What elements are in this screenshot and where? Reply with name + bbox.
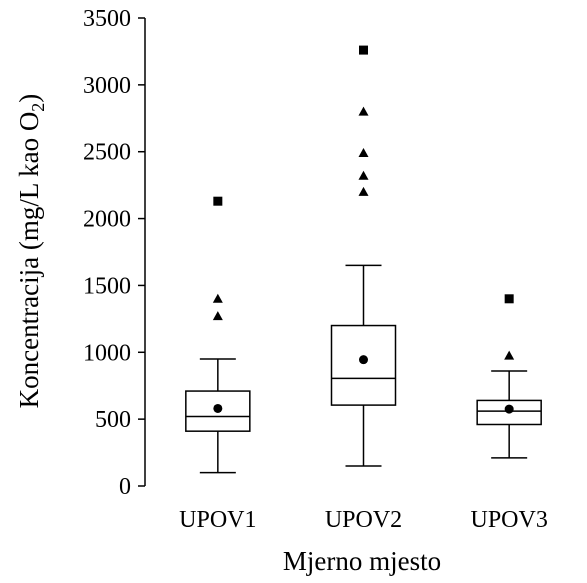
y-axis-title-suffix: ) [14, 94, 44, 103]
y-tick-label: 2000 [83, 207, 131, 233]
x-tick-label: UPOV3 [470, 507, 547, 533]
outlier-triangle [212, 311, 223, 321]
y-tick-label: 0 [119, 474, 131, 500]
extreme-square [213, 196, 223, 206]
box-upov1 [185, 196, 251, 474]
mean-marker [504, 404, 514, 414]
x-tick-label: UPOV2 [325, 507, 402, 533]
y-tick-label: 1500 [83, 273, 131, 299]
y-tick-label: 3000 [83, 73, 131, 99]
outlier-triangle [358, 106, 369, 116]
extreme-square [359, 45, 368, 55]
mean-marker [359, 355, 368, 365]
outlier-triangle [504, 350, 515, 360]
x-axis-title: Mjerno mjesto [283, 546, 441, 576]
y-tick-label: 500 [95, 407, 131, 433]
interquartile-box [330, 324, 397, 406]
y-tick-label: 1000 [83, 340, 131, 366]
outlier-triangle [358, 186, 369, 196]
box-plot-series [185, 45, 542, 474]
outlier-triangle [358, 148, 369, 158]
outlier-triangle [358, 170, 369, 180]
y-axis: 0 500 1000 1500 2000 2500 3000 3500 [83, 6, 146, 500]
x-axis: UPOV1 UPOV2 UPOV3 [179, 507, 548, 533]
mean-marker [213, 403, 223, 413]
box-upov3 [476, 294, 542, 459]
y-axis-title-main: Koncentracija (mg/L kao O [14, 112, 44, 409]
y-axis-title-subscript: 2 [28, 103, 48, 112]
y-tick-label: 3500 [83, 6, 131, 32]
extreme-square [504, 294, 514, 304]
outlier-triangle [212, 293, 223, 303]
box-upov2 [330, 45, 397, 467]
y-axis-title: Koncentracija (mg/L kao O2) [14, 94, 48, 409]
x-tick-label: UPOV1 [179, 507, 256, 533]
y-tick-label: 2500 [83, 140, 131, 166]
